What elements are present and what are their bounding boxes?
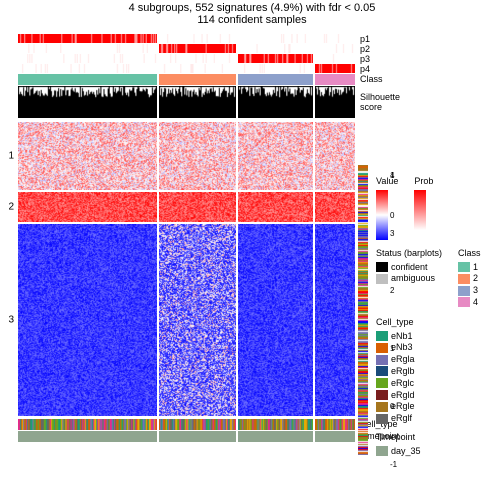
- page-title: 4 subgroups, 552 signatures (4.9%) with …: [0, 0, 504, 14]
- page-subtitle: 114 confident samples: [0, 14, 504, 26]
- legend-timepoint: Timepointday_35: [376, 432, 500, 457]
- row-annotation: [358, 165, 368, 455]
- legend-class: Class1234: [458, 248, 481, 309]
- main-figure: p1p2p3p4 Class Silhouette score 123 Cell…: [18, 34, 356, 500]
- p-track-label: p1: [356, 34, 370, 44]
- silhouette-label: Silhouette score: [356, 92, 400, 112]
- legend-status: Status (barplots)confidentambiguous: [376, 248, 442, 309]
- legend-area: Value 43210-1 Prob 10 Status (barplots)c…: [376, 176, 500, 465]
- p-track-label: p4: [356, 64, 370, 74]
- heatmap-row-label: 3: [8, 315, 18, 326]
- p-track-label: p3: [356, 54, 370, 64]
- legend-value: Value 43210-1: [376, 176, 398, 240]
- legend-prob: Prob 10: [414, 176, 433, 240]
- heatmap-row-label: 1: [8, 151, 18, 162]
- p-track-label: p2: [356, 44, 370, 54]
- legend-celltype: Cell_typeeNb1eNb3eRglaeRglbeRglceRgldeRg…: [376, 317, 500, 424]
- class-track-label: Class: [356, 74, 383, 84]
- heatmap-row-label: 2: [8, 202, 18, 213]
